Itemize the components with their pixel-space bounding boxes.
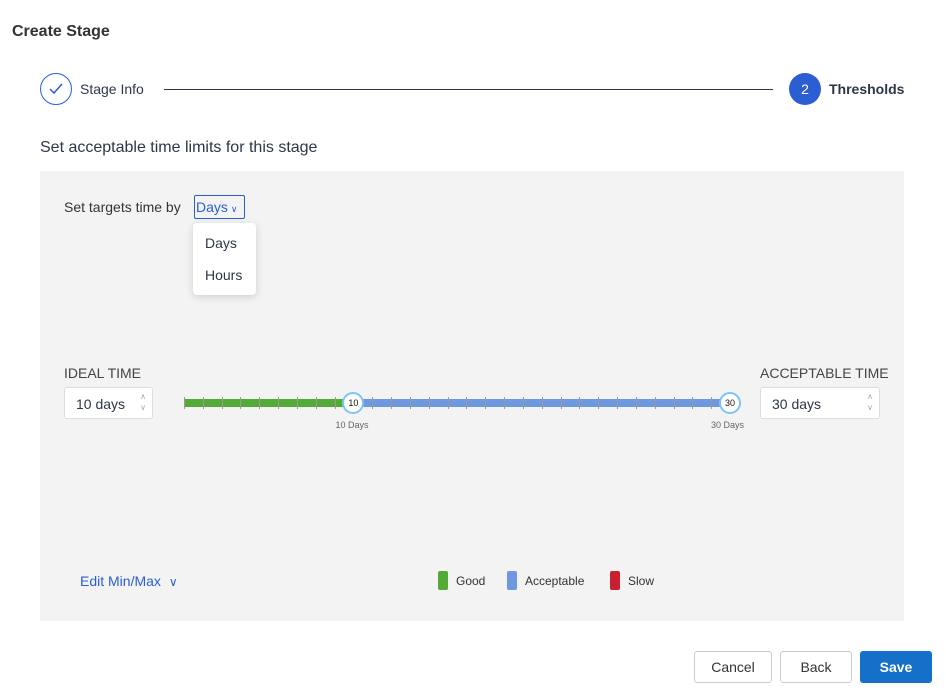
ideal-time-input[interactable]: 10 days ∧ ∨ (64, 387, 153, 419)
acceptable-time-label: ACCEPTABLE TIME (760, 365, 889, 381)
slider-tick (202, 397, 204, 409)
back-button[interactable]: Back (780, 651, 852, 683)
slider-tick (598, 397, 600, 409)
acceptable-time-value: 30 days (772, 396, 822, 412)
acceptable-thumb[interactable]: 30 (719, 392, 741, 414)
slider-tick (504, 397, 506, 409)
chevron-down-icon: ∨ (168, 575, 178, 589)
step-stage-info-indicator[interactable] (40, 73, 72, 105)
stepper-arrows-icon[interactable]: ∧ ∨ (867, 392, 873, 412)
slider-tick (466, 397, 468, 409)
acceptable-range-track (353, 399, 730, 407)
ideal-time-label: IDEAL TIME (64, 365, 142, 381)
slider-tick (221, 397, 223, 409)
page-title: Create Stage (12, 23, 110, 40)
edit-min-max-label: Edit Min/Max (80, 573, 161, 589)
edit-min-max-link[interactable]: Edit Min/Max ∨ (80, 573, 178, 589)
step-thresholds-indicator[interactable]: 2 (789, 73, 821, 105)
slider-tick (391, 397, 393, 409)
selected-unit: Days (196, 199, 228, 215)
acceptable-caption: 30 Days (711, 420, 745, 430)
slider-tick (673, 397, 675, 409)
menu-item-days[interactable]: Days (205, 235, 237, 251)
time-unit-menu: Days Hours (193, 223, 256, 295)
step-thresholds-label[interactable]: Thresholds (829, 81, 905, 97)
slider-tick (579, 397, 581, 409)
stepper-arrows-icon[interactable]: ∧ ∨ (140, 392, 146, 412)
menu-item-hours[interactable]: Hours (205, 267, 243, 283)
legend-acceptable: Acceptable (525, 574, 585, 588)
ideal-caption: 10 Days (335, 420, 369, 430)
legend-good: Good (456, 574, 486, 588)
slider-tick (560, 397, 562, 409)
targets-label: Set targets time by (64, 199, 181, 215)
slider-tick (315, 397, 317, 409)
acceptable-time-input[interactable]: 30 days ∧ ∨ (760, 387, 880, 419)
slider-tick (428, 397, 430, 409)
ideal-thumb[interactable]: 10 (342, 392, 365, 414)
slider-tick (635, 397, 637, 409)
chevron-down-icon: ∨ (230, 204, 238, 214)
section-subtitle: Set acceptable time limits for this stag… (40, 139, 318, 156)
legend-slow: Slow (628, 574, 655, 588)
slider-tick (240, 397, 242, 409)
step-stage-info-label[interactable]: Stage Info (80, 81, 144, 97)
stepper-connector (164, 89, 773, 90)
cancel-button[interactable]: Cancel (694, 651, 772, 683)
slider-tick (541, 397, 543, 409)
good-range-track (184, 399, 354, 407)
slider-tick (334, 397, 336, 409)
legend-swatch-slow (610, 571, 620, 590)
ideal-time-value: 10 days (76, 396, 126, 412)
check-icon (49, 83, 63, 95)
legend-swatch-acceptable (507, 571, 517, 590)
slider-tick (654, 397, 656, 409)
slider-tick (278, 397, 280, 409)
slider-tick (692, 397, 694, 409)
save-button[interactable]: Save (860, 651, 932, 683)
slider-tick (617, 397, 619, 409)
slider-tick (296, 397, 298, 409)
slider-tick (485, 397, 487, 409)
legend-swatch-good (438, 571, 448, 590)
slider-tick (259, 397, 261, 409)
slider-tick (711, 397, 713, 409)
slider-tick (522, 397, 524, 409)
slider-tick (184, 397, 185, 409)
slider-tick (447, 397, 449, 409)
slider-tick (372, 397, 374, 409)
time-unit-select[interactable]: Days ∨ (194, 195, 245, 219)
slider-tick (409, 397, 411, 409)
